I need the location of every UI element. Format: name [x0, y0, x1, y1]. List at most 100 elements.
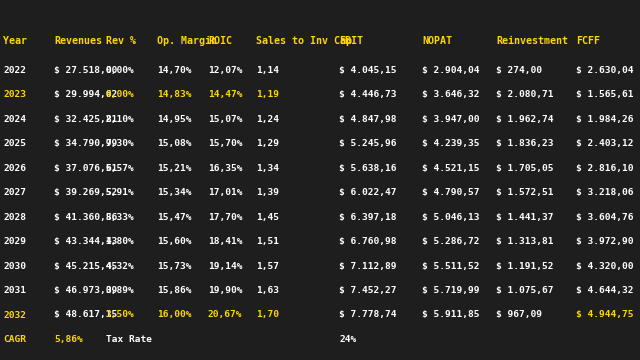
Text: $ 29.994,62: $ 29.994,62: [54, 90, 118, 99]
Text: 14,70%: 14,70%: [157, 66, 191, 75]
Text: 7,30%: 7,30%: [106, 139, 134, 148]
Text: 2029: 2029: [3, 237, 26, 246]
Text: 14,83%: 14,83%: [157, 90, 191, 99]
Text: 15,08%: 15,08%: [157, 139, 191, 148]
Text: $ 1.565,61: $ 1.565,61: [576, 90, 634, 99]
Text: $ 2.080,71: $ 2.080,71: [496, 90, 554, 99]
Text: 2032: 2032: [3, 310, 26, 320]
Text: 20,67%: 20,67%: [208, 310, 243, 320]
Text: 2027: 2027: [3, 188, 26, 197]
Text: $ 2.630,04: $ 2.630,04: [576, 66, 634, 75]
Text: 15,07%: 15,07%: [208, 114, 243, 123]
Text: $ 5.719,99: $ 5.719,99: [422, 286, 480, 295]
Text: 17,70%: 17,70%: [208, 212, 243, 221]
Text: 24%: 24%: [339, 335, 356, 344]
Text: 4,80%: 4,80%: [106, 237, 134, 246]
Text: $ 6.760,98: $ 6.760,98: [339, 237, 397, 246]
Text: $ 45.215,45: $ 45.215,45: [54, 261, 118, 271]
Text: $ 4.790,57: $ 4.790,57: [422, 188, 480, 197]
Text: $ 2.403,12: $ 2.403,12: [576, 139, 634, 148]
Text: $ 7.112,89: $ 7.112,89: [339, 261, 397, 271]
Text: $ 3.947,00: $ 3.947,00: [422, 114, 480, 123]
Text: $ 1.191,52: $ 1.191,52: [496, 261, 554, 271]
Text: $ 4.644,32: $ 4.644,32: [576, 286, 634, 295]
Text: 1,34: 1,34: [256, 163, 279, 172]
Text: $ 27.518,00: $ 27.518,00: [54, 66, 118, 75]
Text: Rev %: Rev %: [106, 36, 136, 46]
Text: $ 1.962,74: $ 1.962,74: [496, 114, 554, 123]
Text: $ 1.572,51: $ 1.572,51: [496, 188, 554, 197]
Text: 1,29: 1,29: [256, 139, 279, 148]
Text: $ 32.425,21: $ 32.425,21: [54, 114, 118, 123]
Text: $ 4.521,15: $ 4.521,15: [422, 163, 480, 172]
Text: 18,41%: 18,41%: [208, 237, 243, 246]
Text: 14,95%: 14,95%: [157, 114, 191, 123]
Text: 15,21%: 15,21%: [157, 163, 191, 172]
Text: 2023: 2023: [3, 90, 26, 99]
Text: 6,57%: 6,57%: [106, 163, 134, 172]
Text: Revenues: Revenues: [54, 36, 102, 46]
Text: $ 1.075,67: $ 1.075,67: [496, 286, 554, 295]
Text: $ 39.269,52: $ 39.269,52: [54, 188, 118, 197]
Text: $ 1.441,37: $ 1.441,37: [496, 212, 554, 221]
Text: 12,07%: 12,07%: [208, 66, 243, 75]
Text: 3,50%: 3,50%: [106, 310, 134, 320]
Text: $ 2.816,10: $ 2.816,10: [576, 163, 634, 172]
Text: $ 41.360,86: $ 41.360,86: [54, 212, 118, 221]
Text: 2026: 2026: [3, 163, 26, 172]
Text: 1,45: 1,45: [256, 212, 279, 221]
Text: ROIC: ROIC: [208, 36, 232, 46]
Text: $ 967,09: $ 967,09: [496, 310, 542, 320]
Text: 4,32%: 4,32%: [106, 261, 134, 271]
Text: 1,19: 1,19: [256, 90, 279, 99]
Text: $ 43.344,13: $ 43.344,13: [54, 237, 118, 246]
Text: 16,00%: 16,00%: [157, 310, 191, 320]
Text: $ 46.973,09: $ 46.973,09: [54, 286, 118, 295]
Text: 1,39: 1,39: [256, 188, 279, 197]
Text: $ 4.847,98: $ 4.847,98: [339, 114, 397, 123]
Text: 1,14: 1,14: [256, 66, 279, 75]
Text: $ 3.646,32: $ 3.646,32: [422, 90, 480, 99]
Text: 15,47%: 15,47%: [157, 212, 191, 221]
Text: $ 37.076,51: $ 37.076,51: [54, 163, 118, 172]
Text: 9,00%: 9,00%: [106, 90, 134, 99]
Text: 1,63: 1,63: [256, 286, 279, 295]
Text: 2024: 2024: [3, 114, 26, 123]
Text: Year: Year: [3, 36, 27, 46]
Text: 15,86%: 15,86%: [157, 286, 191, 295]
Text: 17,01%: 17,01%: [208, 188, 243, 197]
Text: $ 1.836,23: $ 1.836,23: [496, 139, 554, 148]
Text: 2028: 2028: [3, 212, 26, 221]
Text: 15,34%: 15,34%: [157, 188, 191, 197]
Text: $ 5.511,52: $ 5.511,52: [422, 261, 480, 271]
Text: 3,89%: 3,89%: [106, 286, 134, 295]
Text: $ 5.046,13: $ 5.046,13: [422, 212, 480, 221]
Text: $ 1.705,05: $ 1.705,05: [496, 163, 554, 172]
Text: $ 34.790,99: $ 34.790,99: [54, 139, 118, 148]
Text: CAGR: CAGR: [3, 335, 26, 344]
Text: $ 6.397,18: $ 6.397,18: [339, 212, 397, 221]
Text: $ 6.022,47: $ 6.022,47: [339, 188, 397, 197]
Text: 2025: 2025: [3, 139, 26, 148]
Text: Sales to Inv Cap: Sales to Inv Cap: [256, 36, 352, 46]
Text: 15,73%: 15,73%: [157, 261, 191, 271]
Text: $ 4.239,35: $ 4.239,35: [422, 139, 480, 148]
Text: $ 5.245,96: $ 5.245,96: [339, 139, 397, 148]
Text: $ 7.778,74: $ 7.778,74: [339, 310, 397, 320]
Text: 1,57: 1,57: [256, 261, 279, 271]
Text: 5,33%: 5,33%: [106, 212, 134, 221]
Text: 1,51: 1,51: [256, 237, 279, 246]
Text: 15,60%: 15,60%: [157, 237, 191, 246]
Text: 15,70%: 15,70%: [208, 139, 243, 148]
Text: 16,35%: 16,35%: [208, 163, 243, 172]
Text: EBIT: EBIT: [339, 36, 364, 46]
Text: 5,86%: 5,86%: [54, 335, 83, 344]
Text: 5,91%: 5,91%: [106, 188, 134, 197]
Text: 1,70: 1,70: [256, 310, 279, 320]
Text: $ 3.218,06: $ 3.218,06: [576, 188, 634, 197]
Text: $ 3.604,76: $ 3.604,76: [576, 212, 634, 221]
Text: 2031: 2031: [3, 286, 26, 295]
Text: 2022: 2022: [3, 66, 26, 75]
Text: $ 1.313,81: $ 1.313,81: [496, 237, 554, 246]
Text: $ 4.320,00: $ 4.320,00: [576, 261, 634, 271]
